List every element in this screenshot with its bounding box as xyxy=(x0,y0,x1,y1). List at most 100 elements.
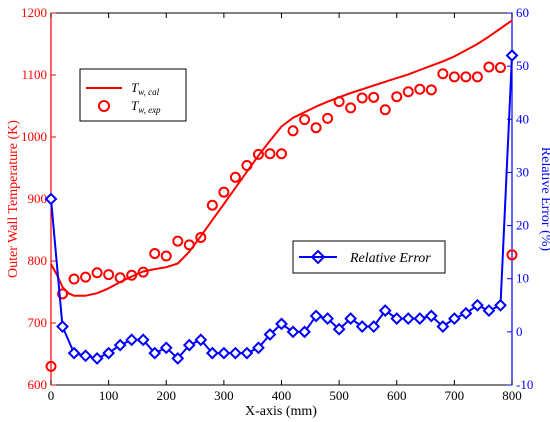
series-error-point xyxy=(67,346,81,360)
legend-error-box xyxy=(292,240,446,274)
series-error-point xyxy=(79,349,92,363)
y-right-tick-label: 60 xyxy=(516,5,529,20)
x-tick-label: 400 xyxy=(272,388,292,403)
series-error-point xyxy=(424,309,438,323)
series-exp-point xyxy=(252,148,264,160)
series-exp-point xyxy=(333,96,345,108)
x-axis-title: X-axis (mm) xyxy=(245,404,317,419)
series-exp-point xyxy=(264,148,276,160)
y-right-tick-label: 30 xyxy=(516,164,529,179)
series-exp-point xyxy=(137,266,149,278)
series-exp-point xyxy=(206,199,218,211)
series-error-point xyxy=(505,49,519,62)
legend-exp-sub: w, exp xyxy=(138,105,161,115)
series-exp-point xyxy=(391,91,403,103)
series-error-point xyxy=(355,320,369,333)
x-tick-label: 600 xyxy=(387,388,407,403)
series-exp-point xyxy=(299,114,311,126)
x-tick-label: 200 xyxy=(157,388,177,403)
series-error-point xyxy=(205,346,219,360)
series-error-point xyxy=(344,312,358,325)
series-exp-point xyxy=(460,71,472,83)
y-left-tick-label: 1100 xyxy=(21,67,47,82)
series-exp-point xyxy=(68,273,80,285)
series-exp-point xyxy=(183,239,195,251)
x-tick-label: 700 xyxy=(445,388,465,403)
series-exp-point xyxy=(471,71,483,83)
legend-cal-sub: w, cal xyxy=(138,87,159,97)
x-tick-label: 800 xyxy=(502,388,522,403)
series-error-point xyxy=(171,352,185,365)
series-exp-point xyxy=(45,360,57,372)
series-exp-point xyxy=(414,83,426,95)
series-error-point xyxy=(44,192,58,206)
legend-exp-main: T xyxy=(131,98,139,113)
series-exp-point xyxy=(437,68,449,80)
series-exp-point xyxy=(276,148,287,160)
series-error-point xyxy=(102,346,116,360)
series-error-point xyxy=(263,328,277,341)
legend-cal-label: Tw, cal xyxy=(131,80,160,97)
series-exp-point xyxy=(506,249,518,261)
series-exp-point xyxy=(425,84,437,96)
legend-error-marker xyxy=(310,249,326,265)
y-right-tick-label: 50 xyxy=(516,58,529,73)
series-exp-point xyxy=(345,102,357,114)
series-exp-point xyxy=(448,71,460,83)
x-tick-label: 500 xyxy=(329,388,349,403)
series-exp-point xyxy=(149,248,161,260)
series-error-point xyxy=(367,320,381,333)
series-exp-point xyxy=(402,86,414,98)
y-left-tick-label: 600 xyxy=(28,377,48,392)
series-error-point xyxy=(217,346,231,360)
y-right-axis-title: Relative Error (%) xyxy=(538,147,550,252)
series-exp-point xyxy=(287,125,299,137)
series-exp-point xyxy=(160,250,172,262)
legend-error: Relative Error xyxy=(292,240,446,274)
x-tick-label: 300 xyxy=(214,388,234,403)
series-exp-point xyxy=(241,160,253,172)
series-error-point xyxy=(275,317,288,331)
y-right-tick-label: 10 xyxy=(516,271,529,286)
series-error-point xyxy=(298,325,311,339)
series-exp-point xyxy=(114,272,126,284)
series-error-point xyxy=(90,352,104,365)
series-exp-point xyxy=(57,288,69,300)
series-error-point xyxy=(194,333,208,347)
series-exp-point xyxy=(91,267,103,279)
series-error-point xyxy=(228,346,242,360)
series-error-point xyxy=(321,312,335,325)
y-right-tick-label: 40 xyxy=(516,111,529,126)
y-right-tick-label: -10 xyxy=(516,377,533,392)
series-error-point xyxy=(136,333,150,347)
legend-cal-main: T xyxy=(131,80,139,95)
series-error-point xyxy=(482,304,496,318)
y-left-axis-title: Outer Wall Temperature (K) xyxy=(6,120,21,278)
series-error-point xyxy=(240,346,254,360)
series-error-point xyxy=(401,312,415,325)
series-exp-point xyxy=(103,269,115,281)
series-exp-point xyxy=(218,186,230,198)
y-left-tick-label: 1000 xyxy=(21,129,47,144)
series-exp-point xyxy=(356,92,368,104)
series-error-point xyxy=(378,304,392,318)
series-exp-point xyxy=(310,122,322,134)
series-error-point xyxy=(286,325,300,339)
x-tick-label: 0 xyxy=(48,388,55,403)
y-left-tick-label: 700 xyxy=(28,315,48,330)
series-exp-point xyxy=(483,61,495,73)
series-exp-point xyxy=(379,104,391,116)
series-error-point xyxy=(125,333,139,347)
series-exp-point xyxy=(172,235,184,247)
series-error-point xyxy=(309,309,323,323)
series-error-point xyxy=(390,312,404,325)
series-error-point xyxy=(447,312,461,325)
y-left-tick-label: 900 xyxy=(28,191,48,206)
series-cal-line xyxy=(50,19,513,297)
legend-top: Tw, cal Tw, exp xyxy=(79,68,187,122)
series-error-point xyxy=(148,346,162,360)
series-error-point xyxy=(332,322,346,336)
series-layer xyxy=(44,19,519,372)
series-error-point xyxy=(436,320,450,333)
